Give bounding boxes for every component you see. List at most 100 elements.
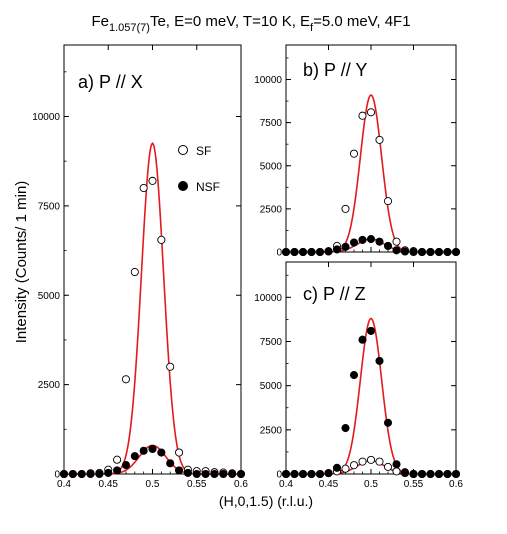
data-point-nsf (400, 247, 410, 256)
x-tick-label: 0.6 (234, 479, 248, 490)
data-point-nsf (349, 371, 359, 380)
data-point-nsf (157, 448, 166, 457)
y-axis-label: Intensity (Counts/ 1 min) (13, 181, 30, 344)
data-point-nsf (392, 460, 401, 469)
data-point-sf (157, 235, 166, 244)
legend-label-nsf: NSF (196, 180, 220, 194)
data-point-nsf (443, 247, 452, 257)
x-tick-label: 0.55 (187, 479, 207, 490)
data-point-nsf (59, 469, 69, 479)
y-tick-label: 2500 (38, 380, 61, 391)
panel-c-plot: 0.4 0.45 0.5 0.55 0.6 0 2500 5000 7500 10000 c) P … (254, 261, 463, 490)
y-tick-label: 5000 (38, 291, 61, 302)
data-point-nsf (130, 452, 139, 461)
data-point-nsf (281, 469, 291, 479)
data-point-sf (349, 149, 359, 158)
fit-curve-sf (286, 94, 456, 253)
data-point-sf (392, 467, 401, 476)
x-tick-label: 0.5 (364, 479, 378, 490)
data-point-sf (366, 455, 376, 464)
data-point-sf (375, 135, 384, 144)
data-point-sf (341, 204, 350, 213)
data-point-nsf (192, 469, 201, 479)
panel-a-plot: 0.4 0.45 0.5 0.55 0.6 0 2500 5000 7500 10000 a) P … (32, 44, 248, 490)
y-tick-label: 7500 (260, 118, 283, 129)
title-mid: Te, E=0 meV, T=10 K, E (150, 13, 310, 30)
data-point-sf (358, 457, 367, 466)
data-point-nsf (383, 241, 393, 251)
data-point-sf (148, 176, 157, 185)
panel-label: b) P // Y (303, 60, 367, 80)
panel-label: c) P // Z (303, 284, 366, 304)
panel-label: a) P // X (78, 72, 143, 92)
data-point-nsf (358, 335, 367, 344)
data-point-nsf (392, 246, 401, 255)
data-point-nsf (341, 424, 350, 433)
data-point-nsf (219, 469, 228, 479)
data-point-nsf (332, 463, 342, 472)
data-point-sf (113, 455, 122, 464)
data-point-nsf (409, 247, 418, 257)
data-point-nsf (341, 242, 350, 251)
y-tick-label: 2500 (260, 425, 283, 436)
data-point-sf (392, 237, 401, 246)
data-point-nsf (166, 459, 175, 468)
data-point-nsf (307, 469, 316, 479)
data-point-sf (166, 362, 175, 371)
data-point-sf (383, 462, 393, 471)
x-tick-label: 0.5 (146, 479, 160, 490)
data-point-nsf (298, 469, 308, 479)
data-point-nsf (417, 247, 427, 257)
title-subscript-1: 1.057(7) (109, 22, 150, 34)
plot-frame (63, 44, 242, 475)
x-tick-label: 0.6 (449, 479, 463, 490)
panel-b-plot: 0 2500 5000 7500 10000 b) P // Y (254, 44, 461, 259)
data-point-nsf (307, 247, 316, 257)
data-point-nsf (290, 469, 299, 479)
data-point-nsf (104, 468, 113, 477)
data-point-nsf (451, 469, 461, 479)
data-point-nsf (68, 469, 77, 479)
data-point-nsf (409, 469, 418, 479)
data-point-nsf (324, 469, 333, 478)
data-point-nsf (324, 247, 333, 256)
legend-label-sf: SF (196, 144, 211, 158)
title-base: Fe (91, 13, 109, 30)
legend-marker-nsf (178, 181, 188, 191)
figure-title: Fe1.057(7)Te, E=0 meV, T=10 K, Ef=5.0 me… (91, 13, 410, 34)
data-point-nsf (434, 469, 444, 479)
y-tick-label: 5000 (260, 161, 283, 172)
data-point-nsf (281, 247, 291, 257)
data-point-nsf (315, 247, 325, 257)
data-point-nsf (174, 466, 184, 475)
y-tick-label: 10000 (254, 75, 282, 86)
y-tick-label: 0 (276, 248, 282, 259)
data-point-nsf (148, 444, 157, 454)
data-point-nsf (383, 418, 393, 427)
data-point-nsf (426, 247, 435, 257)
data-point-nsf (434, 247, 444, 257)
data-point-sf (341, 464, 350, 473)
x-tick-label: 0.55 (404, 479, 424, 490)
data-point-sf (130, 267, 139, 277)
y-tick-label: 0 (276, 470, 282, 481)
data-point-nsf (332, 245, 342, 254)
data-point-sf (358, 111, 367, 120)
y-tick-label: 10000 (254, 293, 282, 304)
data-point-nsf (443, 469, 452, 479)
legend-marker-sf (178, 145, 188, 155)
data-point-sf (349, 461, 359, 470)
data-point-nsf (366, 326, 376, 335)
x-tick-label: 0.45 (319, 479, 339, 490)
data-point-sf (375, 457, 384, 466)
y-tick-label: 0 (54, 470, 60, 481)
fit-curve-nsf (286, 317, 456, 475)
data-point-nsf (366, 235, 376, 244)
data-point-sf (383, 197, 393, 206)
data-point-nsf (290, 247, 299, 257)
title-tail: =5.0 meV, 4F1 (313, 13, 410, 30)
data-point-sf (174, 448, 184, 457)
y-tick-label: 10000 (32, 112, 60, 123)
data-point-nsf (400, 468, 410, 477)
data-point-nsf (375, 237, 384, 246)
